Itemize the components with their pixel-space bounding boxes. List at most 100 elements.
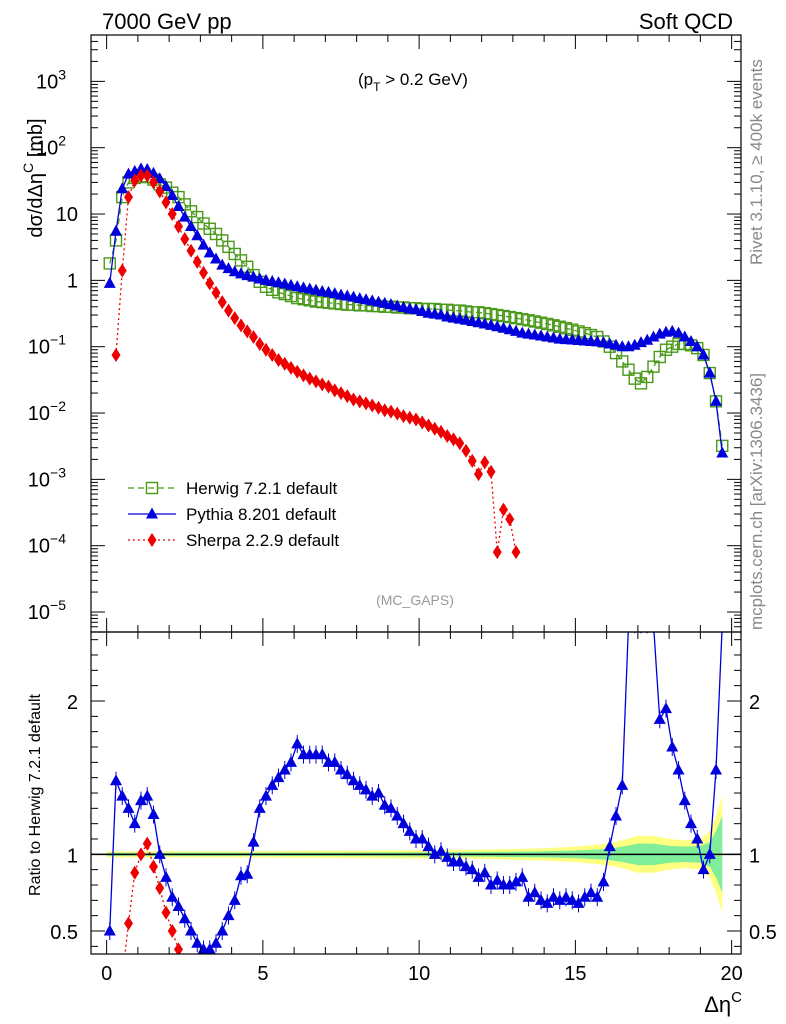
legend: Herwig 7.2.1 default Pythia 8.201 default… [128,479,339,550]
pythia-point [597,875,610,887]
herwig-point [547,319,560,332]
main-ylabel: dσ/dΔηC [mb] [20,118,47,237]
pythia-point [141,162,154,174]
sherpa-point [242,324,252,339]
sherpa-point [486,464,496,479]
sherpa-point [167,924,177,938]
ratio-ytick-label: 1 [67,845,78,867]
pythia-point [122,801,135,813]
pythia-point [178,912,191,924]
pythia-point [672,763,685,775]
pythia-point [697,863,710,875]
pythia-point [685,334,697,346]
pythia-point [166,890,179,902]
sherpa-point [349,392,358,407]
main-series [103,162,729,560]
sherpa-point [255,336,265,351]
ytick-label: 10−5 [28,597,66,624]
herwig-point [647,360,660,373]
sherpa-point [249,330,258,345]
pythia-point [629,618,641,629]
pythia-point [623,618,635,629]
sherpa-point [474,467,483,482]
pythia-point [203,246,216,258]
sherpa-point [217,295,227,310]
herwig-point [216,234,229,247]
pythia-point [347,774,360,786]
pythia-point [185,219,197,231]
pythia-point [328,755,341,767]
pythia-point [203,942,216,954]
cut-annotation: (pT > 0.2 GeV) [358,70,468,94]
pythia-point [703,847,716,859]
pythia-point [160,180,172,192]
pythia-point [135,794,147,806]
pythia-point [553,893,566,905]
pythia-point [110,774,122,786]
pythia-point [172,199,185,211]
sherpa-point [117,263,127,278]
pythia-point [191,229,204,241]
ytick-label: 102 [36,133,66,160]
herwig-point [641,370,654,384]
sherpa-point [230,311,240,326]
pythia-point [178,210,191,222]
ratio-ytick-label-right: 1 [749,845,760,867]
pythia-point [691,832,704,844]
main-panel: 10−5 10−4 10−3 10−2 10−1 1 10 102 103 (pT > 0.2 … [20,34,742,633]
pythia-point [397,817,410,829]
sherpa-point [355,394,365,409]
pythia-point [335,763,347,775]
pythia-point [547,890,560,902]
legend-label: Pythia 8.201 default [186,505,337,524]
herwig-point [616,355,629,368]
herwig-point [497,309,510,323]
pythia-point [341,768,354,780]
herwig-point [503,310,516,324]
pythia-point [710,763,722,775]
sherpa-point [192,254,202,269]
sherpa-point [467,453,477,468]
pythia-point [416,832,429,844]
ratio-ytick-label: 0.5 [50,922,78,944]
pythia-point [191,936,204,948]
sherpa-point [174,942,183,954]
pythia-point [678,330,691,342]
pythia-point [572,896,585,908]
pythia-point [647,330,660,342]
pythia-point [653,712,666,724]
pythia-point [641,333,654,345]
pythia-point [472,870,485,882]
ratio-xtick-label: 15 [564,963,586,985]
pythia-point [685,817,697,829]
pythia-point [291,737,304,749]
pythia-point [491,873,504,885]
sherpa-point [155,184,165,199]
herwig-point [516,312,529,326]
sherpa-point [211,285,221,300]
pythia-point [403,824,416,836]
pythia-point [716,446,729,458]
ratio-ytick-label-right: 0.5 [749,922,777,944]
pythia-point [110,224,122,236]
sherpa-point [124,916,133,931]
pythia-point [116,182,129,194]
pythia-point [116,789,129,801]
pythia-point [460,860,472,872]
ratio-ticks: 0.5 0.51 12 20 5 10 15 20 [50,632,777,985]
pythia-point [441,850,454,862]
sherpa-point [499,502,508,517]
sherpa-point [224,303,233,318]
main-ticks: 10−5 10−4 10−3 10−2 10−1 1 10 102 103 [28,34,741,632]
pythia-point [278,763,291,775]
pythia-point [478,866,491,878]
pythia-point [216,924,229,936]
ratio-xtick-label: 10 [408,963,430,985]
pythia-point [422,840,435,852]
pythia-point [316,748,329,760]
sherpa-point [367,398,377,413]
herwig-point [278,287,291,301]
pythia-point [241,867,254,879]
pythia-point [585,886,597,898]
